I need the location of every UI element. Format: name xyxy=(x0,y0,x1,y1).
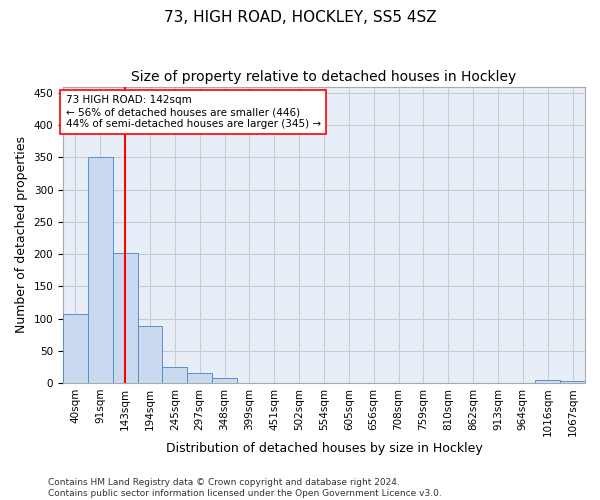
Bar xyxy=(187,374,212,383)
Bar xyxy=(560,381,585,383)
Y-axis label: Number of detached properties: Number of detached properties xyxy=(15,136,28,334)
Bar xyxy=(163,367,187,383)
Title: Size of property relative to detached houses in Hockley: Size of property relative to detached ho… xyxy=(131,70,517,84)
Bar xyxy=(88,158,113,383)
Text: Contains HM Land Registry data © Crown copyright and database right 2024.
Contai: Contains HM Land Registry data © Crown c… xyxy=(48,478,442,498)
Bar xyxy=(113,253,137,383)
Bar xyxy=(535,380,560,383)
Bar xyxy=(137,326,163,383)
Bar xyxy=(212,378,237,383)
Text: 73 HIGH ROAD: 142sqm
← 56% of detached houses are smaller (446)
44% of semi-deta: 73 HIGH ROAD: 142sqm ← 56% of detached h… xyxy=(65,96,321,128)
Bar xyxy=(63,314,88,383)
X-axis label: Distribution of detached houses by size in Hockley: Distribution of detached houses by size … xyxy=(166,442,482,455)
Text: 73, HIGH ROAD, HOCKLEY, SS5 4SZ: 73, HIGH ROAD, HOCKLEY, SS5 4SZ xyxy=(164,10,436,25)
